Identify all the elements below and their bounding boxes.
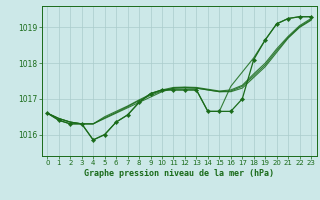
X-axis label: Graphe pression niveau de la mer (hPa): Graphe pression niveau de la mer (hPa): [84, 169, 274, 178]
